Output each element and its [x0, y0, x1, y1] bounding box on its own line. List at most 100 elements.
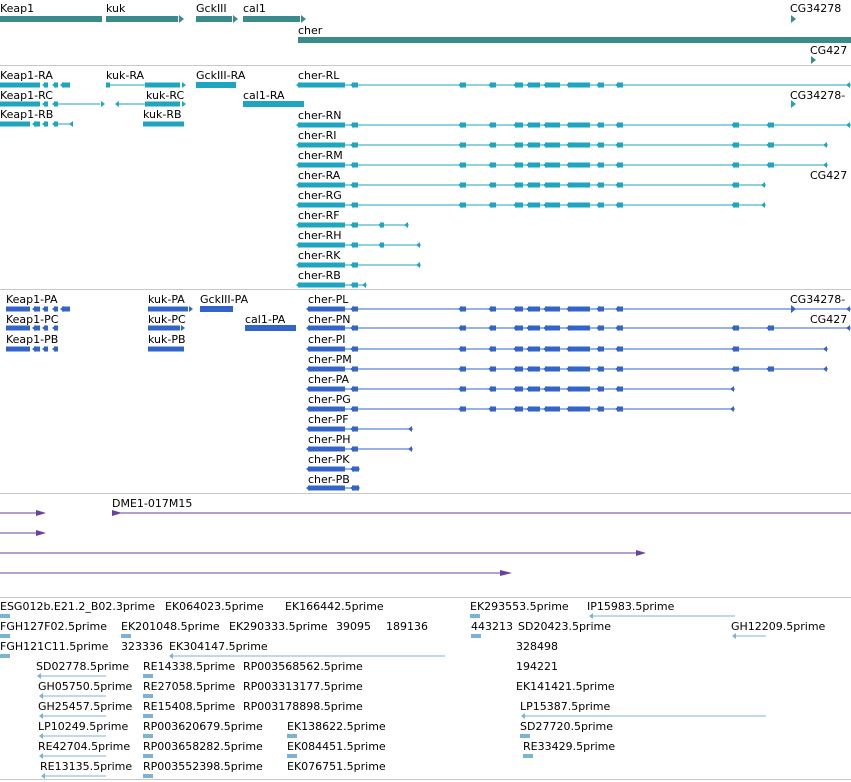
exon-block[interactable] — [768, 122, 774, 128]
exon-block[interactable] — [121, 634, 131, 638]
exon-block[interactable] — [460, 142, 466, 148]
feature-label[interactable]: kuk-RB — [143, 108, 182, 121]
exon-block[interactable] — [598, 122, 604, 128]
exon-block[interactable] — [768, 162, 774, 168]
feature-label[interactable]: Keap1-RA — [0, 69, 53, 82]
exon-block[interactable] — [352, 142, 358, 148]
exon-block[interactable] — [617, 406, 623, 412]
feature-label[interactable]: 189136 — [386, 620, 428, 633]
exon-block[interactable] — [143, 774, 153, 778]
exon-block[interactable] — [545, 346, 560, 352]
exon-block[interactable] — [145, 82, 180, 88]
feature-label[interactable]: Keap1-RC — [0, 89, 53, 102]
exon-block[interactable] — [490, 122, 496, 128]
feature-label[interactable]: FGH121C11.5prime — [0, 640, 109, 653]
exon-block[interactable] — [106, 16, 178, 22]
feature-label[interactable]: GH25457.5prime — [38, 700, 133, 713]
exon-block[interactable] — [460, 366, 466, 372]
exon-block[interactable] — [617, 325, 623, 331]
exon-block[interactable] — [515, 202, 523, 208]
feature-label[interactable]: kuk-RC — [146, 89, 184, 102]
exon-block[interactable] — [460, 122, 466, 128]
feature-label[interactable]: cher-RN — [298, 109, 341, 122]
exon-block[interactable] — [490, 306, 496, 312]
exon-block[interactable] — [352, 306, 358, 312]
feature-label[interactable]: 39095 — [336, 620, 371, 633]
exon-block[interactable] — [352, 366, 358, 372]
exon-block[interactable] — [490, 366, 496, 372]
clone-end-right[interactable] — [36, 510, 46, 516]
exon-block[interactable] — [0, 121, 30, 127]
feature-label[interactable]: Keap1-PB — [6, 333, 58, 346]
exon-block[interactable] — [733, 346, 739, 352]
feature-label[interactable]: cher-RL — [298, 69, 340, 82]
exon-block[interactable] — [490, 406, 496, 412]
exon-block[interactable] — [515, 325, 523, 331]
exon-block[interactable] — [308, 386, 345, 392]
feature-label[interactable]: SD27720.5prime — [520, 720, 613, 733]
feature-label[interactable]: RE42704.5prime — [38, 740, 130, 753]
exon-block[interactable] — [490, 182, 496, 188]
feature-label[interactable]: CG34278- — [790, 293, 845, 306]
exon-block[interactable] — [298, 182, 345, 188]
exon-block[interactable] — [515, 162, 523, 168]
feature-label[interactable]: Keap1-PA — [6, 293, 58, 306]
exon-block[interactable] — [148, 306, 188, 312]
exon-block[interactable] — [598, 406, 604, 412]
exon-block[interactable] — [106, 82, 110, 88]
exon-block[interactable] — [598, 162, 604, 168]
feature-label[interactable]: Keap1 — [0, 2, 34, 15]
exon-block[interactable] — [287, 734, 297, 738]
exon-block[interactable] — [528, 346, 540, 352]
feature-label[interactable]: cal1-PA — [245, 313, 286, 326]
feature-label[interactable]: DME1-017M15 — [112, 497, 192, 510]
exon-block[interactable] — [598, 325, 604, 331]
exon-block[interactable] — [528, 325, 540, 331]
feature-label[interactable]: cher-PF — [308, 413, 349, 426]
exon-block[interactable] — [460, 82, 466, 88]
exon-block[interactable] — [352, 262, 358, 268]
exon-block[interactable] — [568, 82, 590, 88]
feature-label[interactable]: LP10249.5prime — [38, 720, 129, 733]
exon-block[interactable] — [308, 466, 345, 472]
exon-block[interactable] — [598, 142, 604, 148]
exon-block[interactable] — [352, 202, 358, 208]
feature-label[interactable]: kuk-PC — [148, 313, 186, 326]
exon-block[interactable] — [460, 406, 466, 412]
feature-label[interactable]: RP003178898.5prime — [243, 700, 363, 713]
clone-end-right[interactable] — [36, 530, 46, 536]
exon-block[interactable] — [62, 306, 70, 312]
exon-block[interactable] — [568, 162, 590, 168]
exon-block[interactable] — [545, 182, 560, 188]
exon-block[interactable] — [470, 614, 480, 618]
exon-block[interactable] — [515, 346, 523, 352]
feature-label[interactable]: cher-PN — [308, 313, 350, 326]
feature-label[interactable]: GckIII-RA — [196, 69, 246, 82]
exon-block[interactable] — [598, 82, 604, 88]
exon-block[interactable] — [148, 346, 184, 352]
exon-block[interactable] — [352, 82, 358, 88]
exon-block[interactable] — [308, 366, 345, 372]
exon-block[interactable] — [523, 754, 533, 758]
exon-block[interactable] — [34, 325, 40, 331]
feature-label[interactable]: cher-PG — [308, 393, 351, 406]
exon-block[interactable] — [568, 366, 590, 372]
exon-block[interactable] — [298, 142, 345, 148]
exon-block[interactable] — [490, 142, 496, 148]
exon-block[interactable] — [298, 242, 345, 248]
exon-block[interactable] — [733, 366, 739, 372]
exon-block[interactable] — [460, 162, 466, 168]
exon-block[interactable] — [528, 82, 540, 88]
feature-label[interactable]: cher-RH — [298, 229, 342, 242]
feature-label[interactable]: cher-PB — [308, 473, 350, 486]
exon-block[interactable] — [515, 122, 523, 128]
exon-block[interactable] — [352, 406, 358, 412]
exon-block[interactable] — [352, 426, 358, 432]
exon-block[interactable] — [568, 306, 590, 312]
clone-end-right[interactable] — [636, 550, 646, 556]
feature-label[interactable]: 194221 — [516, 660, 558, 673]
exon-block[interactable] — [352, 222, 358, 228]
exon-block[interactable] — [308, 446, 345, 452]
exon-block[interactable] — [62, 82, 70, 88]
exon-block[interactable] — [352, 182, 358, 188]
